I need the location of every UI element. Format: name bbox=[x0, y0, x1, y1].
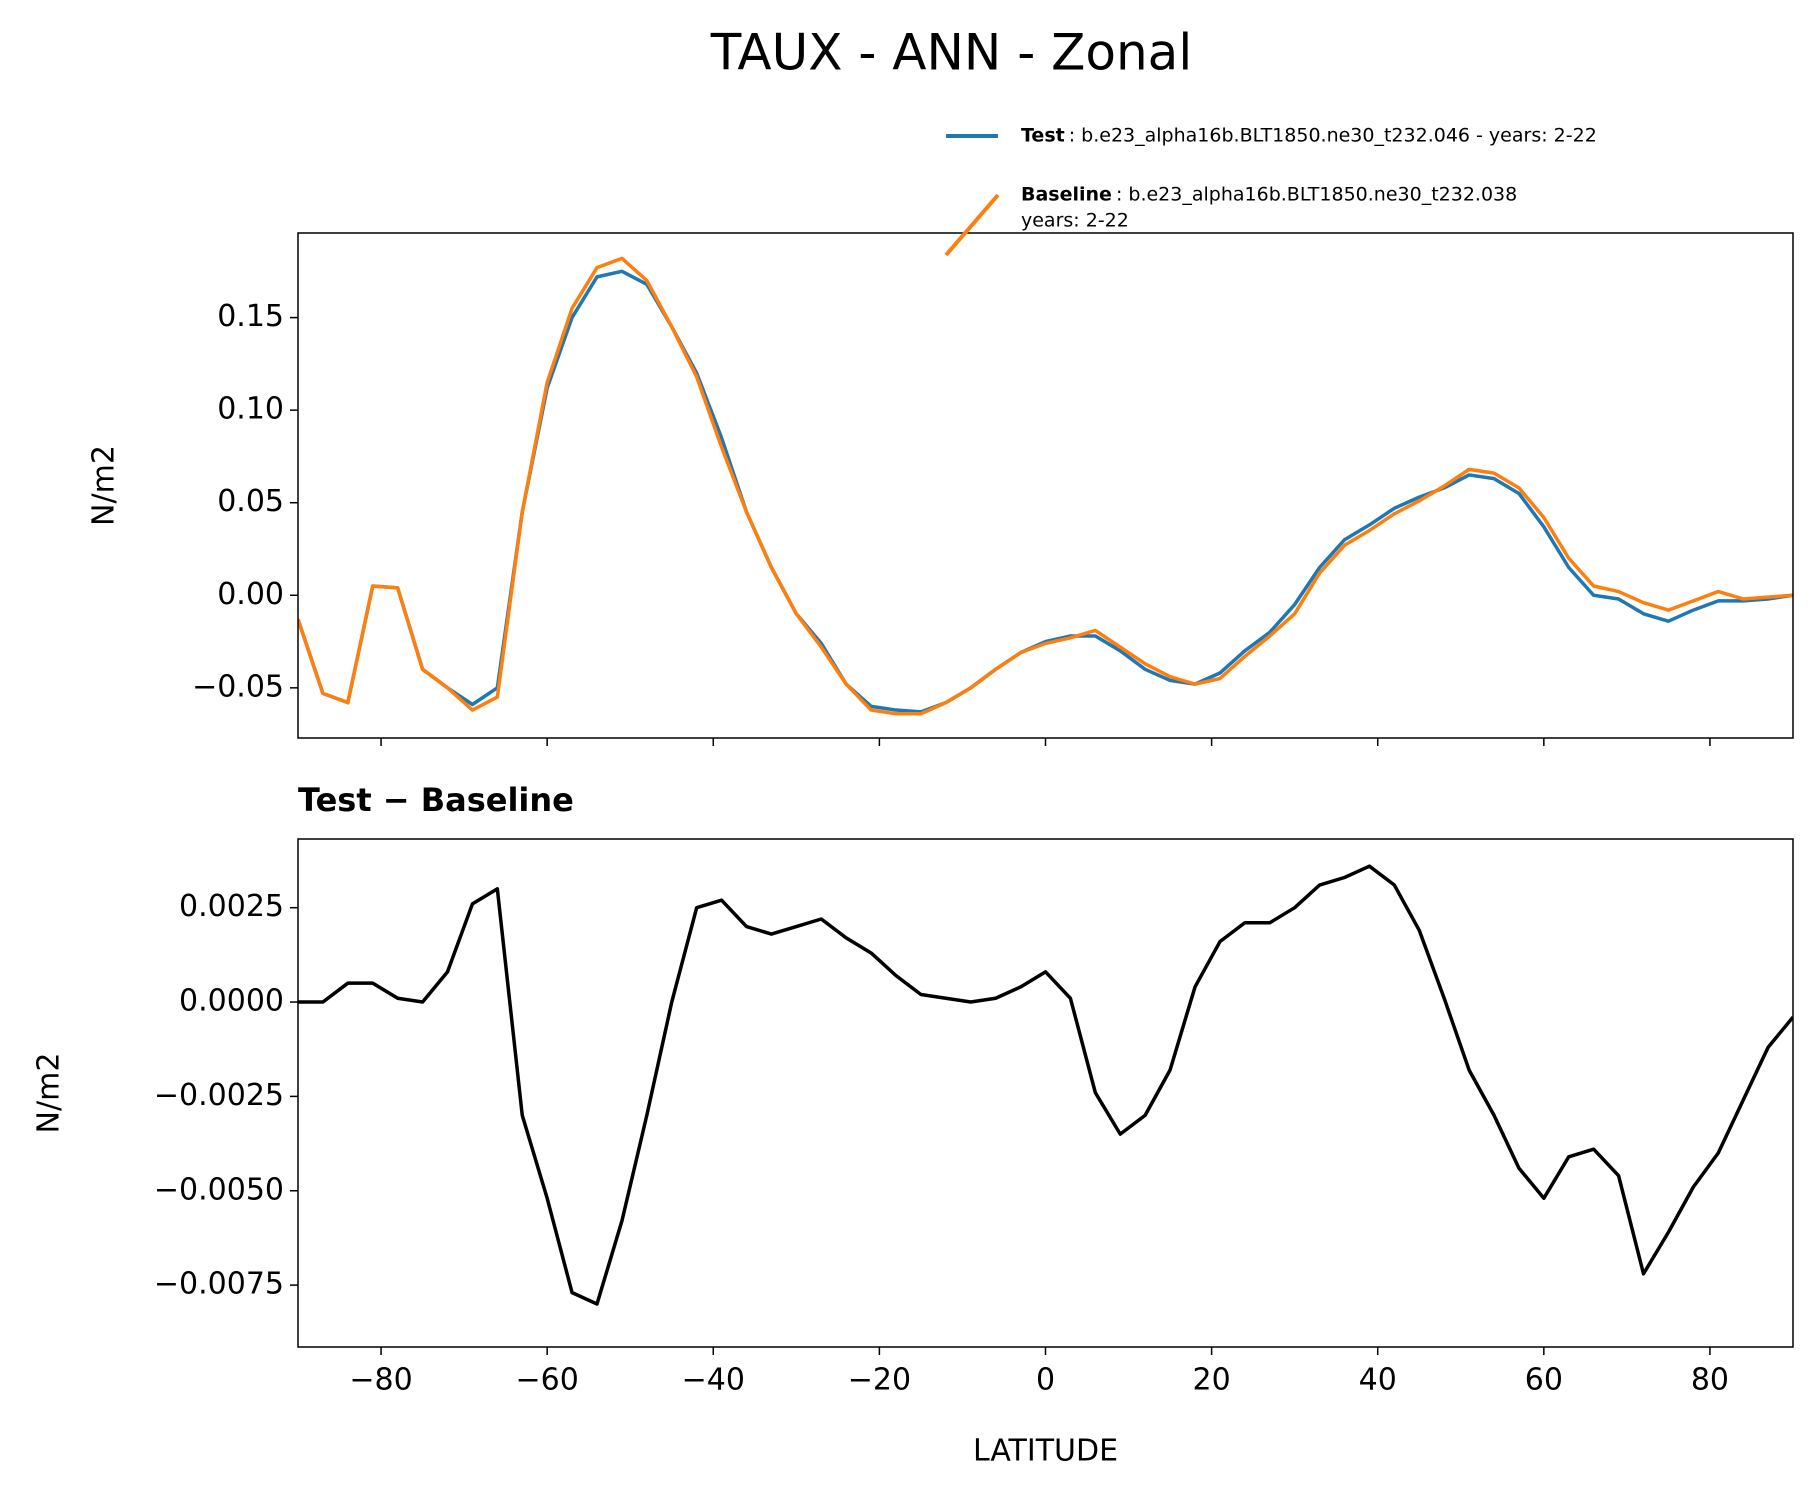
x-tick-label: 80 bbox=[1691, 1363, 1729, 1398]
y-axis-label: N/m2 bbox=[87, 445, 122, 526]
y-tick-label: 0.05 bbox=[217, 484, 284, 519]
legend-description: years: 2-22 bbox=[1021, 210, 1129, 232]
y-tick-label: 0.0025 bbox=[179, 889, 284, 924]
series-line bbox=[298, 256, 1793, 716]
x-tick-label: −40 bbox=[682, 1363, 745, 1398]
legend-description: : b.e23_alpha16b.BLT1850.ne30_t232.046 -… bbox=[1069, 125, 1597, 147]
y-tick-label: 0.00 bbox=[217, 577, 284, 612]
y-tick-label: −0.0075 bbox=[154, 1267, 284, 1302]
x-tick-label: 0 bbox=[1036, 1363, 1055, 1398]
figure-title: TAUX - ANN - Zonal bbox=[710, 24, 1192, 82]
x-tick-label: −20 bbox=[848, 1363, 911, 1398]
axes-frame bbox=[297, 232, 1794, 739]
legend-name: Test bbox=[1021, 125, 1065, 147]
y-axis-label: N/m2 bbox=[32, 1053, 67, 1134]
y-tick-label: 0.15 bbox=[217, 299, 284, 334]
y-tick-label: −0.0025 bbox=[154, 1078, 284, 1113]
legend-swatch bbox=[944, 193, 1000, 257]
x-axis-label: LATITUDE bbox=[973, 1434, 1118, 1469]
legend-description: : b.e23_alpha16b.BLT1850.ne30_t232.038 bbox=[1116, 184, 1517, 206]
x-tick-label: −60 bbox=[516, 1363, 579, 1398]
x-tick-label: 40 bbox=[1359, 1363, 1397, 1398]
series-line bbox=[298, 864, 1793, 1306]
x-tick-label: 60 bbox=[1525, 1363, 1563, 1398]
y-tick-label: −0.05 bbox=[192, 669, 284, 704]
y-tick-label: 0.0000 bbox=[179, 984, 284, 1019]
y-tick-label: −0.0050 bbox=[154, 1172, 284, 1207]
legend-name: Baseline bbox=[1021, 184, 1112, 206]
axes-title: Test − Baseline bbox=[298, 781, 574, 819]
x-tick-label: 20 bbox=[1193, 1363, 1231, 1398]
axes-frame bbox=[297, 838, 1794, 1348]
y-tick-label: 0.10 bbox=[217, 392, 284, 427]
x-tick-label: −80 bbox=[349, 1363, 412, 1398]
